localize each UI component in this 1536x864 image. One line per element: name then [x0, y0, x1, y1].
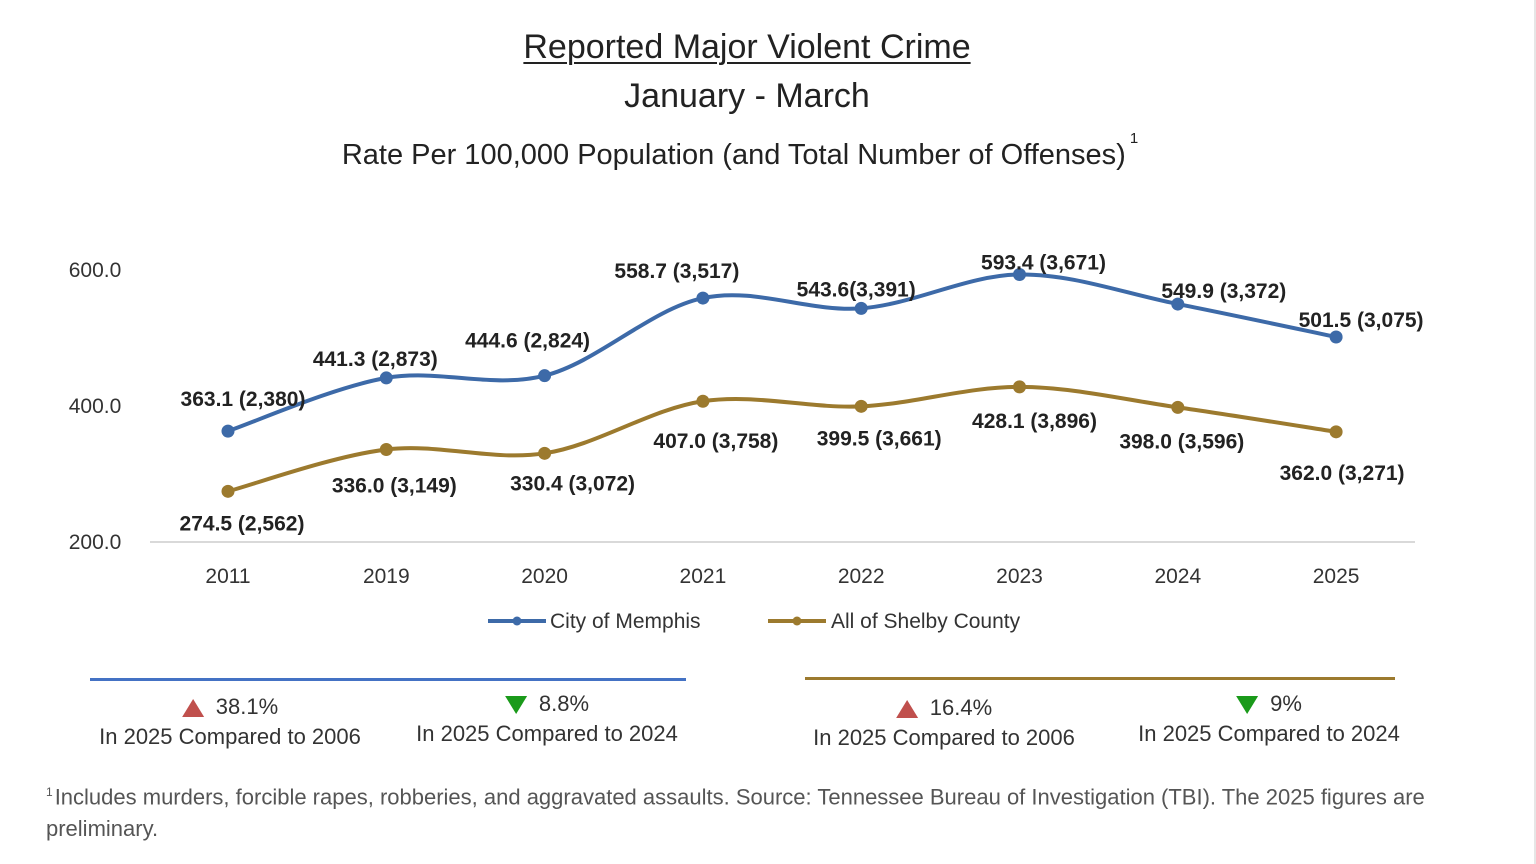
- data-label: 407.0 (3,758): [653, 430, 778, 453]
- data-point: [1013, 380, 1026, 394]
- data-point: [1171, 400, 1185, 414]
- stat-value: 8.8%: [538, 691, 590, 716]
- chart-title: Reported Major Violent Crime: [523, 28, 971, 66]
- stat-value: 16.4%: [929, 695, 993, 720]
- data-point: [1013, 267, 1026, 281]
- down-arrow-icon: [1236, 696, 1259, 715]
- data-label: 558.7 (3,517): [614, 260, 739, 283]
- data-label: 363.1 (2,380): [181, 388, 306, 411]
- footnote-text: Includes murders, forcible rapes, robber…: [46, 784, 1425, 842]
- stat-caption: In 2025 Compared to 2024: [1138, 721, 1400, 746]
- memphis-rule: [90, 678, 686, 681]
- x-tick-label: 2021: [680, 565, 727, 588]
- up-arrow-icon: [181, 699, 204, 718]
- data-point: [538, 446, 552, 460]
- data-point: [538, 369, 552, 383]
- stat-value: 38.1%: [215, 694, 279, 719]
- down-arrow-icon: [504, 696, 527, 715]
- footnote-marker: 1: [1129, 130, 1139, 148]
- line-chart: 200.0 400.0 600.0 2011 2019 2020 2021 2022 2023 2…: [69, 251, 1424, 633]
- stat-caption: In 2025 Compared to 2024: [416, 721, 678, 746]
- x-tick-label: 2022: [838, 565, 885, 588]
- data-point: [696, 394, 710, 408]
- y-tick-label: 600.0: [69, 259, 122, 282]
- data-point: [221, 424, 235, 438]
- chart-subtitle: January - March: [624, 77, 870, 115]
- page-edge: [1534, 0, 1536, 864]
- data-point: [696, 291, 710, 305]
- x-tick-label: 2024: [1154, 565, 1201, 588]
- footnote: 1Includes murders, forcible rapes, robbe…: [46, 776, 1446, 845]
- stat-memphis-2024: 8.8% In 2025 Compared to 2024: [416, 691, 678, 747]
- data-point: [1329, 330, 1343, 344]
- y-tick-label: 400.0: [69, 395, 122, 418]
- data-label: 336.0 (3,149): [332, 475, 457, 498]
- stat-shelby-2024: 9% In 2025 Compared to 2024: [1138, 691, 1400, 747]
- series-line-shelby: [227, 384, 1337, 494]
- data-point: [854, 301, 868, 315]
- up-arrow-icon: [895, 700, 918, 719]
- rate-subtitle: Rate Per 100,000 Population (and Total N…: [341, 130, 1138, 172]
- data-point: [1171, 297, 1185, 311]
- data-label: 398.0 (3,596): [1119, 430, 1244, 453]
- data-point: [221, 484, 235, 498]
- data-point: [379, 443, 393, 457]
- data-label: 444.6 (2,824): [465, 330, 590, 353]
- data-label: 543.6(3,391): [797, 278, 916, 301]
- legend-marker: [792, 616, 802, 626]
- rate-text: Rate Per 100,000 Population (and Total N…: [341, 139, 1126, 171]
- legend-label: City of Memphis: [550, 610, 701, 633]
- data-label: 399.5 (3,661): [817, 427, 942, 450]
- data-label: 428.1 (3,896): [972, 410, 1097, 433]
- data-label: 501.5 (3,075): [1299, 309, 1424, 332]
- legend-label: All of Shelby County: [831, 610, 1021, 633]
- data-label: 330.4 (3,072): [510, 472, 635, 495]
- stat-memphis-2006: 38.1% In 2025 Compared to 2006: [99, 694, 361, 750]
- series-line-memphis: [227, 272, 1337, 433]
- legend-marker: [512, 616, 522, 626]
- x-tick-label: 2019: [363, 565, 410, 588]
- data-point: [1329, 425, 1343, 439]
- x-tick-label: 2023: [996, 565, 1043, 588]
- data-label: 593.4 (3,671): [981, 251, 1106, 274]
- data-label: 362.0 (3,271): [1280, 462, 1405, 485]
- data-label: 274.5 (2,562): [180, 512, 305, 535]
- footnote-marker: 1: [46, 785, 53, 799]
- stat-caption: In 2025 Compared to 2006: [813, 725, 1075, 750]
- stat-value: 9%: [1270, 691, 1302, 716]
- x-tick-label: 2020: [521, 565, 568, 588]
- stat-caption: In 2025 Compared to 2006: [99, 724, 361, 749]
- data-label: 549.9 (3,372): [1161, 280, 1286, 303]
- stat-shelby-2006: 16.4% In 2025 Compared to 2006: [813, 695, 1075, 751]
- y-tick-label: 200.0: [69, 531, 122, 554]
- data-point: [854, 399, 868, 413]
- shelby-rule: [805, 677, 1395, 680]
- x-tick-label: 2025: [1313, 565, 1360, 588]
- data-label: 441.3 (2,873): [313, 348, 438, 371]
- data-point: [379, 371, 393, 385]
- x-tick-label: 2011: [205, 565, 250, 588]
